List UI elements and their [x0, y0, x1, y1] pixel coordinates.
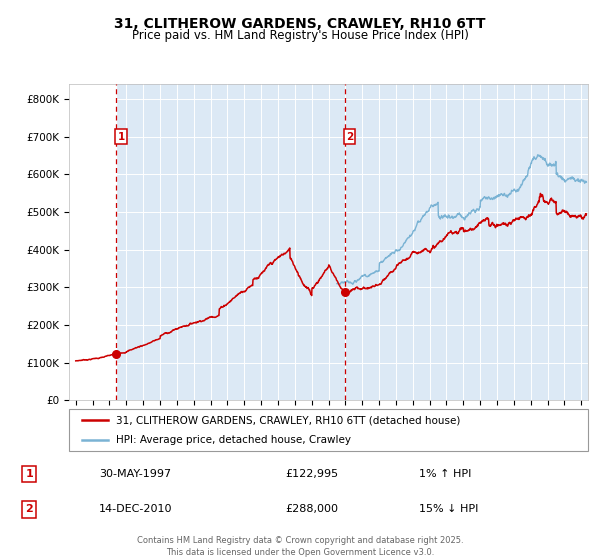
Text: 1% ↑ HPI: 1% ↑ HPI [419, 469, 472, 479]
Text: Contains HM Land Registry data © Crown copyright and database right 2025.
This d: Contains HM Land Registry data © Crown c… [137, 536, 463, 557]
Bar [69, 84, 116, 400]
Text: 31, CLITHEROW GARDENS, CRAWLEY, RH10 6TT (detached house): 31, CLITHEROW GARDENS, CRAWLEY, RH10 6TT… [116, 415, 460, 425]
Text: 1: 1 [118, 132, 125, 142]
Text: 1: 1 [26, 469, 34, 479]
Text: HPI: Average price, detached house, Crawley: HPI: Average price, detached house, Craw… [116, 435, 351, 445]
Text: 30-MAY-1997: 30-MAY-1997 [100, 469, 172, 479]
Text: £122,995: £122,995 [286, 469, 338, 479]
Text: 14-DEC-2010: 14-DEC-2010 [100, 505, 173, 515]
Text: 15% ↓ HPI: 15% ↓ HPI [419, 505, 479, 515]
Text: Price paid vs. HM Land Registry's House Price Index (HPI): Price paid vs. HM Land Registry's House … [131, 29, 469, 42]
Text: £288,000: £288,000 [286, 505, 338, 515]
Text: 2: 2 [346, 132, 353, 142]
Text: 31, CLITHEROW GARDENS, CRAWLEY, RH10 6TT: 31, CLITHEROW GARDENS, CRAWLEY, RH10 6TT [114, 17, 486, 31]
Text: 2: 2 [26, 505, 34, 515]
